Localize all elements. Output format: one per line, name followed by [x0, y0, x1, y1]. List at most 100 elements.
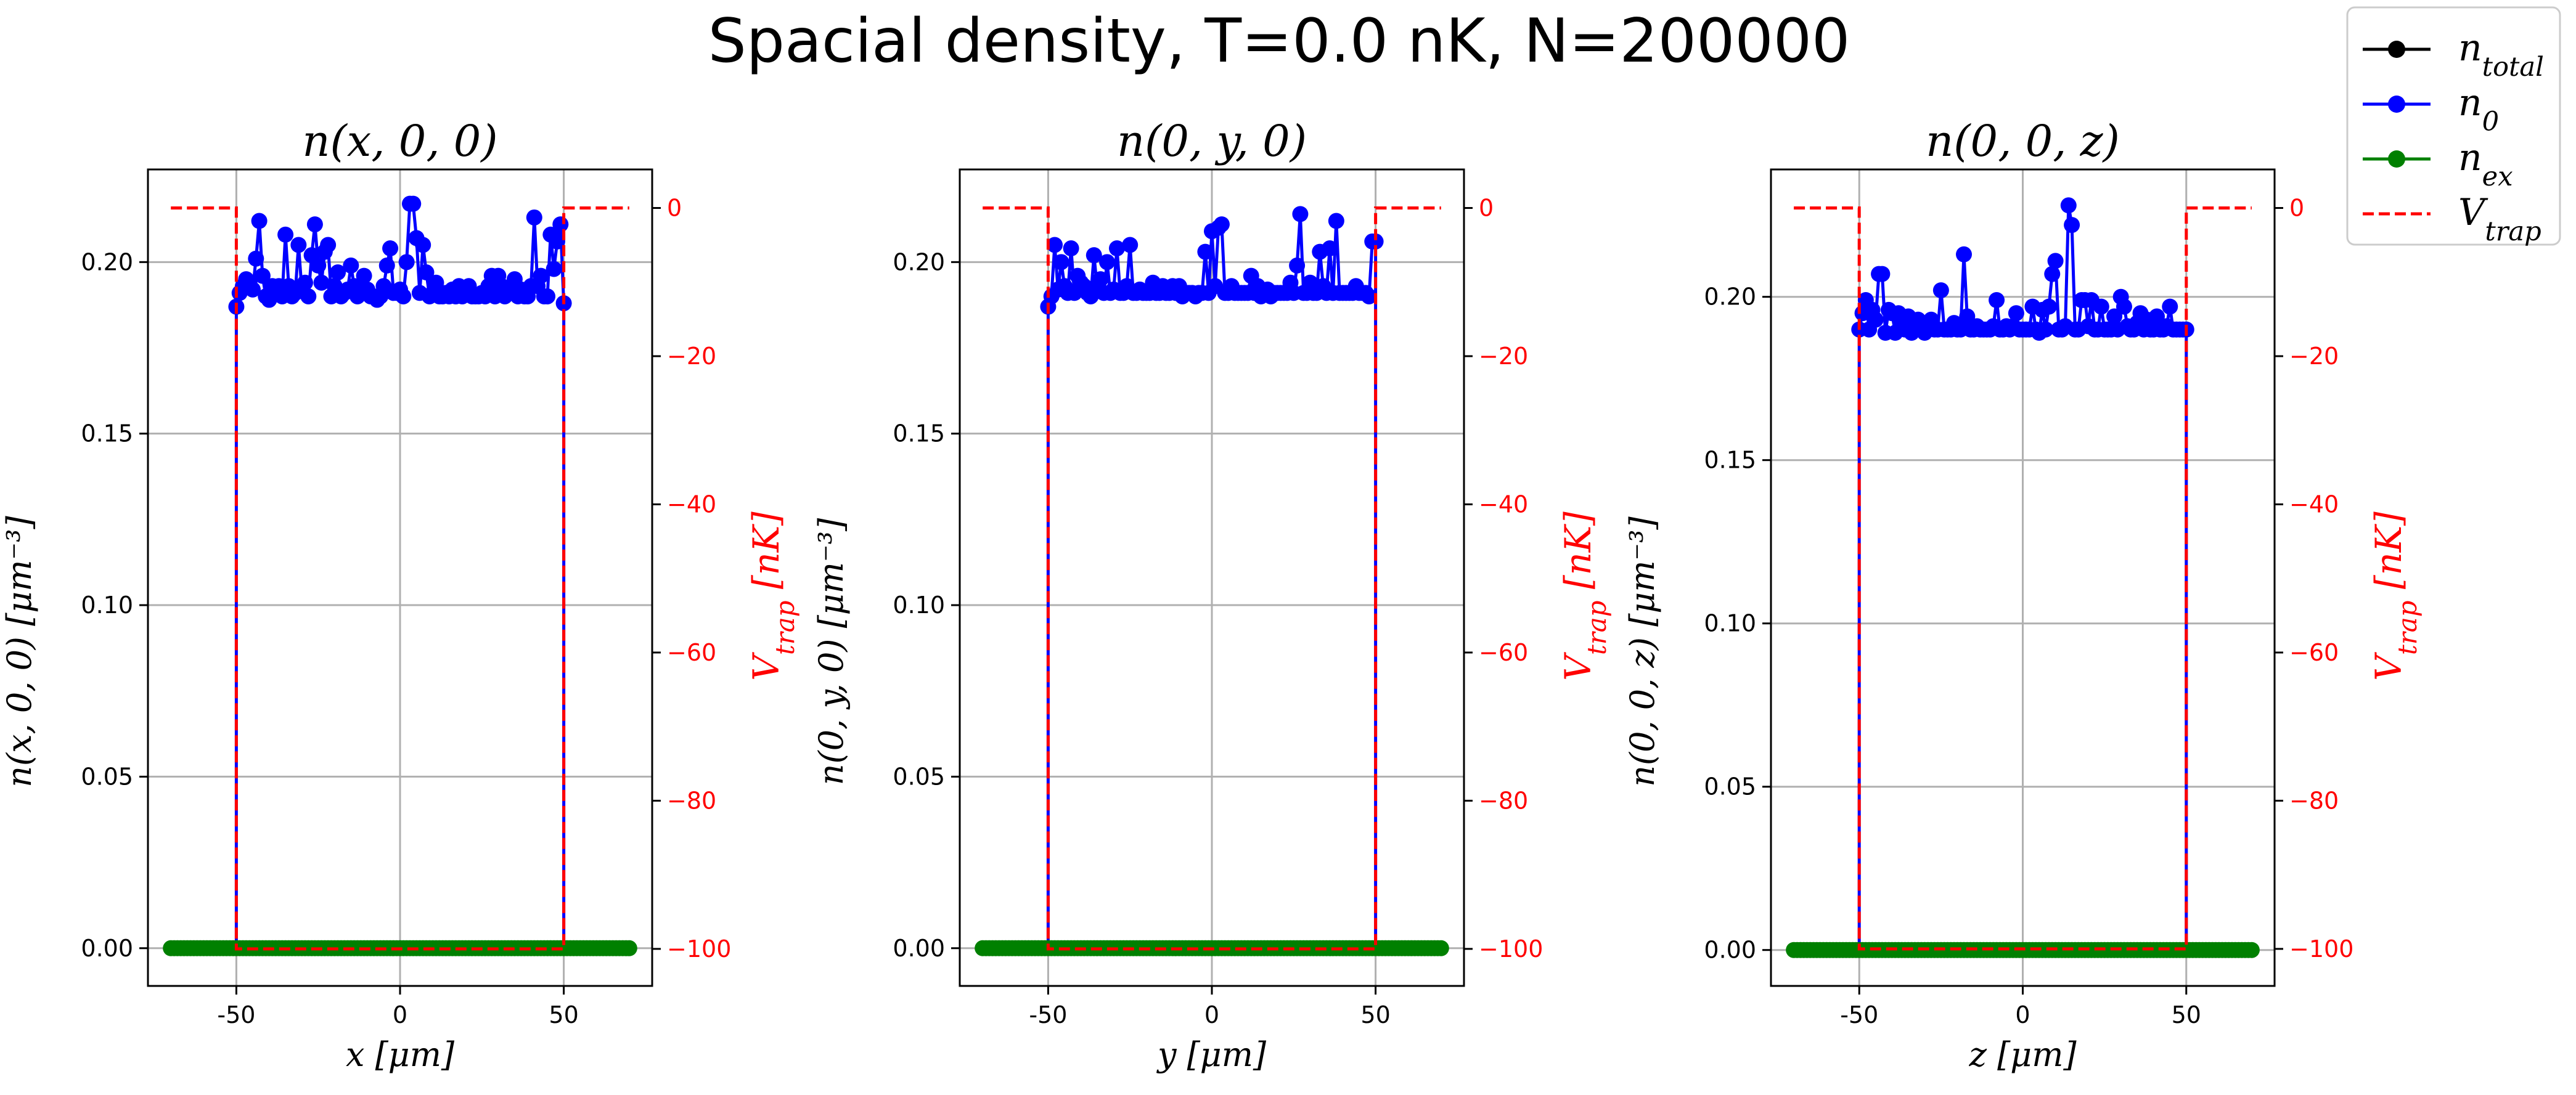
nex-point — [1433, 940, 1449, 956]
figure-title: Spacial density, T=0.0 nK, N=200000 — [708, 6, 1850, 76]
y2-tick-label: −100 — [1479, 935, 1543, 963]
n0-point — [343, 257, 359, 274]
y2-axis-label-sub: trap — [1582, 601, 1612, 655]
n0-point — [382, 240, 399, 257]
subplot-title: n(0, y, 0) — [1117, 116, 1307, 166]
legend-marker — [2388, 150, 2405, 168]
y-axis-label: n(x, 0, 0) [μm⁻³] — [0, 515, 39, 787]
x-tick-label: 0 — [393, 1001, 407, 1028]
y-tick-label: 0.10 — [893, 592, 945, 619]
y-tick-label: 0.00 — [893, 935, 945, 962]
n0-point — [296, 274, 313, 291]
y-tick-label: 0.10 — [1704, 610, 1756, 637]
n0-point — [2116, 298, 2132, 315]
y2-tick-label: −40 — [2289, 491, 2339, 518]
n0-point — [1099, 254, 1116, 271]
y2-tick-label: −20 — [2289, 343, 2339, 370]
y2-tick-label: −20 — [1479, 343, 1528, 370]
n0-point — [290, 237, 307, 253]
n0-point — [2008, 305, 2024, 322]
y2-tick-label: −100 — [2289, 935, 2353, 963]
y-axis-label: n(0, 0, z) [μm⁻³] — [1623, 516, 1662, 786]
y-tick-label: 0.05 — [893, 763, 945, 790]
legend-frame — [2346, 6, 2561, 246]
y2-axis-label-base: V — [2368, 652, 2410, 681]
subplot-3: -50 0 50 0.00 0.05 0.10 0.15 0.20 0 −20 −40 −60 −80 −… — [1623, 116, 2423, 1074]
legend-label-base: n — [2458, 26, 2482, 70]
n0-point — [546, 261, 562, 277]
n0-point — [254, 267, 271, 284]
legend-label: Vtrap — [2458, 191, 2541, 247]
y2-axis-label-base: V — [1557, 652, 1599, 681]
n0-point — [251, 213, 268, 229]
subplot-title: n(x, 0, 0) — [302, 116, 497, 166]
n0-point — [552, 216, 569, 233]
n0-point — [1874, 266, 1891, 282]
n0-point — [310, 257, 327, 274]
legend-label-sub: trap — [2485, 216, 2541, 247]
n0-point — [2093, 298, 2109, 315]
y2-tick-label: −60 — [667, 639, 716, 666]
n0-point — [1989, 292, 2005, 308]
legend-label-base: n — [2458, 136, 2482, 179]
n0-point — [1063, 240, 1079, 257]
x-tick-label: -50 — [1029, 1001, 1067, 1028]
nex-point — [621, 940, 637, 956]
n0-point — [244, 281, 261, 298]
n0-point — [395, 288, 412, 304]
vtrap-series-line — [171, 206, 629, 951]
n0-point — [313, 274, 330, 291]
n0-point — [1932, 282, 1949, 299]
n0-point — [2064, 217, 2080, 234]
legend-label: nex — [2458, 136, 2513, 192]
x-axis-label: z [μm] — [1968, 1035, 2077, 1074]
legend-label-base: V — [2458, 191, 2488, 234]
y2-axis-label-sub: trap — [770, 601, 800, 655]
y-tick-label: 0.10 — [81, 592, 133, 619]
legend-marker — [2388, 41, 2405, 58]
legend-marker — [2388, 96, 2405, 113]
n0-point — [526, 209, 542, 226]
y2-axis-label: Vtrap [nK] — [1557, 511, 1612, 681]
x-tick-label: 0 — [1204, 1001, 1219, 1028]
n0-point — [428, 274, 444, 291]
n0-point — [398, 254, 415, 271]
vtrap-series-line — [1794, 206, 2252, 951]
y-tick-label: 0.15 — [81, 420, 133, 447]
legend-label-base: n — [2458, 81, 2482, 124]
n0-point — [378, 257, 395, 274]
data-layer — [975, 206, 1449, 956]
x-tick-label: -50 — [1840, 1001, 1878, 1028]
n0-point — [533, 267, 549, 284]
y2-tick-label: −60 — [2289, 639, 2339, 666]
n0-point — [539, 288, 556, 304]
y-tick-label: 0.20 — [893, 248, 945, 275]
n0-point — [1959, 308, 1976, 325]
y-tick-label: 0.05 — [1704, 773, 1756, 800]
n0-point — [300, 288, 317, 304]
n0-point — [549, 233, 565, 250]
x-tick-label: 50 — [549, 1001, 578, 1028]
data-layer — [163, 195, 637, 956]
x-axis-label: y [μm] — [1156, 1035, 1267, 1074]
n0-point — [2149, 308, 2165, 325]
y2-axis-label: Vtrap [nK] — [745, 511, 800, 681]
legend-label-sub: 0 — [2482, 107, 2499, 137]
y2-axis-label-sub: trap — [2392, 601, 2423, 655]
legend-label: n0 — [2458, 81, 2499, 137]
n0-point — [2060, 197, 2077, 214]
n0-point — [1360, 288, 1377, 304]
n0-point — [1197, 243, 1214, 260]
y2-tick-label: 0 — [2289, 195, 2304, 222]
y-tick-label: 0.00 — [81, 935, 133, 962]
n0-point — [1289, 257, 1306, 274]
x-tick-label: -50 — [217, 1001, 255, 1028]
n0-point — [1108, 240, 1125, 257]
y2-tick-label: −40 — [1479, 491, 1528, 518]
n0-point — [306, 216, 323, 233]
y2-tick-label: −40 — [667, 491, 716, 518]
n0-point — [1086, 247, 1102, 264]
y-tick-label: 0.15 — [1704, 447, 1756, 474]
legend-label-sub: ex — [2482, 161, 2513, 192]
